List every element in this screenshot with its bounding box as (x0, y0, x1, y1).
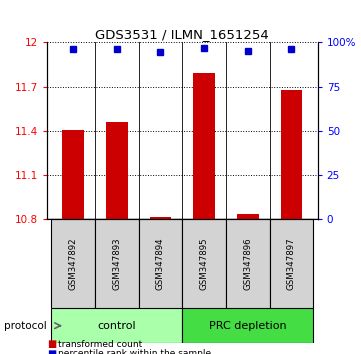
Bar (51, 219, 95, 308)
Title: GDS3531 / ILMN_1651254: GDS3531 / ILMN_1651254 (95, 28, 269, 41)
Text: GSM347896: GSM347896 (243, 238, 252, 290)
Text: protocol: protocol (4, 321, 46, 331)
Bar (182, 308, 313, 343)
Text: PRC depletion: PRC depletion (209, 321, 287, 331)
Text: transformed count: transformed count (58, 340, 142, 349)
Bar (95, 219, 139, 308)
Bar (106, 122, 128, 219)
Bar (182, 219, 226, 308)
Text: control: control (97, 321, 136, 331)
Bar (237, 213, 259, 219)
Bar (226, 219, 270, 308)
Bar (51, 308, 182, 343)
Bar (280, 90, 303, 219)
Text: GSM347892: GSM347892 (69, 238, 78, 290)
Bar (270, 219, 313, 308)
Bar (139, 219, 182, 308)
Bar (62, 130, 84, 219)
Text: percentile rank within the sample: percentile rank within the sample (58, 349, 211, 354)
Bar (149, 217, 171, 219)
Text: ■: ■ (47, 339, 56, 349)
Text: GSM347894: GSM347894 (156, 238, 165, 290)
Text: GSM347897: GSM347897 (287, 238, 296, 290)
Text: GSM347893: GSM347893 (112, 238, 121, 290)
Text: ■: ■ (47, 349, 56, 354)
Bar (193, 74, 215, 219)
Text: GSM347895: GSM347895 (200, 238, 209, 290)
